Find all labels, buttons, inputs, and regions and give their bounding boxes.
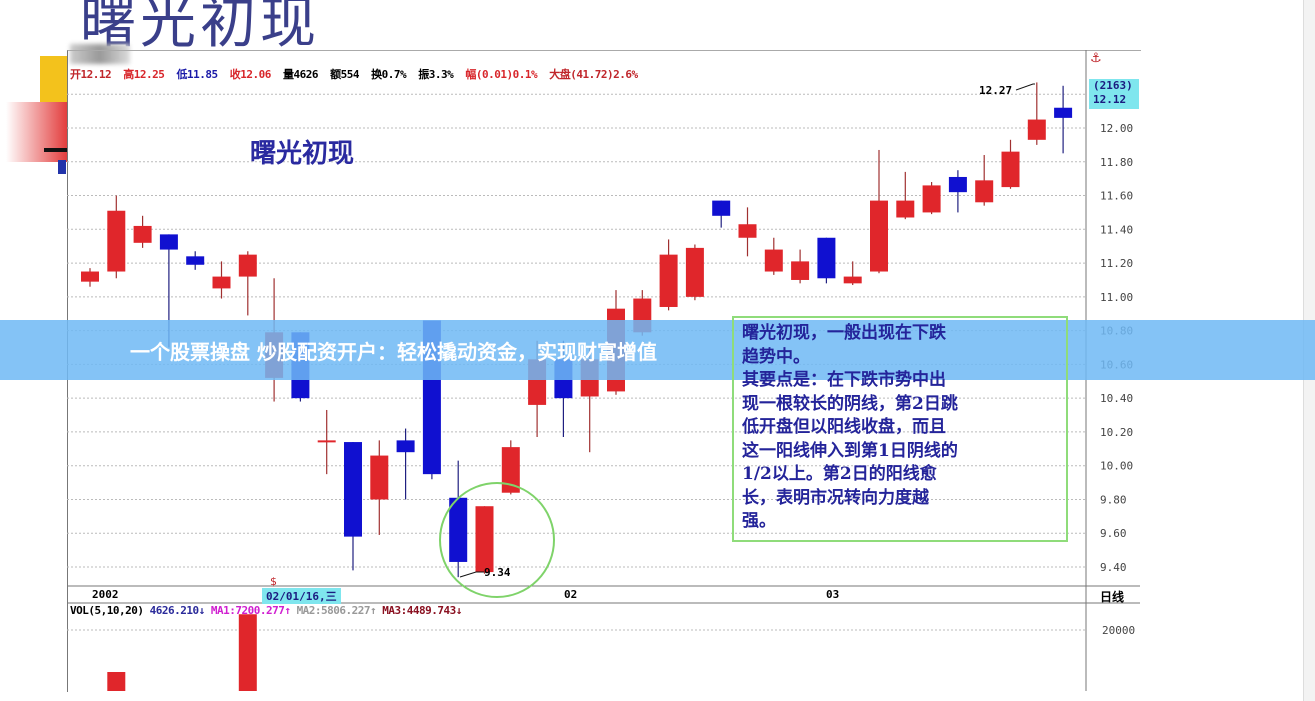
high-value: 高12.25: [123, 68, 165, 81]
ytick-label: 10.20: [1100, 426, 1133, 439]
note-line: 1/2以上。第2日的阳线愈: [742, 464, 937, 484]
current-price-tag: (2163) 12.12: [1089, 79, 1139, 109]
ytick-label: 12.00: [1100, 122, 1133, 135]
note-line: 强。: [742, 511, 776, 531]
date-label-02: 02: [564, 588, 578, 601]
ytick-label: 11.60: [1100, 190, 1133, 203]
cursor-marker: $: [270, 575, 277, 588]
index-value: 大盘(41.72)2.6%: [549, 68, 638, 81]
note-line: 趋势中。: [742, 346, 810, 367]
date-label-year: 2002: [92, 588, 119, 601]
vol-ma3: MA3:4489.743↓: [382, 604, 462, 617]
volume-bar: [107, 672, 126, 691]
candle-body: [764, 249, 783, 272]
decoration-blue-block: [58, 160, 66, 174]
bar-count: (2163): [1093, 79, 1133, 92]
candle-body: [475, 506, 494, 573]
note-line: 其要点是：在下跌市势中出: [742, 370, 946, 390]
volume-ytick: 20000: [1102, 624, 1135, 637]
candle-body: [1027, 119, 1046, 140]
open-value: 开12.12: [70, 68, 112, 81]
chart-title: 曙光初现: [250, 139, 354, 169]
candle-body: [238, 254, 257, 277]
ytick-label: 10.00: [1100, 460, 1133, 473]
candle-body: [501, 447, 520, 493]
candle-body: [870, 200, 888, 272]
candle-body: [133, 225, 152, 243]
candle-body: [1054, 107, 1073, 118]
note-line: 现一根较长的阴线，第2日跳: [742, 393, 958, 414]
note-line: 这一阳线伸入到第1日阴线的: [742, 440, 958, 461]
decoration-red-gradient: [6, 102, 68, 162]
candle-body: [896, 200, 915, 218]
volume-legend: VOL(5,10,20) 4626.210↓ MA1:7200.277↑ MA2…: [70, 604, 462, 617]
candle-body: [107, 210, 126, 272]
candle-body: [791, 261, 810, 280]
candle-body: [712, 200, 731, 216]
ytick-label: 11.00: [1100, 291, 1133, 304]
decoration-bar: [44, 148, 68, 152]
ytick-label: 9.60: [1100, 527, 1127, 540]
candle-body: [817, 237, 836, 279]
ytick-label: 11.40: [1100, 223, 1133, 236]
highlight-circle: [439, 482, 555, 598]
candle-body: [659, 254, 678, 307]
amplitude-value: 振3.3%: [418, 68, 454, 81]
volume-value: 量4626: [283, 68, 319, 81]
note-line: 曙光初现，一般出现在下跌: [742, 323, 946, 343]
low-label: 9.34: [484, 566, 511, 579]
candle-body: [975, 180, 994, 203]
note-line: 低开盘但以阳线收盘，而且: [742, 417, 946, 437]
candle-body: [186, 256, 205, 265]
period-label: 日线: [1100, 590, 1125, 604]
ytick-label: 9.80: [1100, 493, 1127, 506]
vol-value: 4626.210↓: [149, 604, 206, 617]
note-line: 长，表明市况转向力度越: [742, 487, 929, 508]
decoration-yellow-block: [40, 56, 68, 102]
low-value: 低11.85: [176, 68, 219, 81]
candle-body: [370, 455, 389, 500]
high-label: 12.27: [979, 84, 1012, 97]
candle-body: [948, 176, 967, 193]
close-value: 收12.06: [229, 68, 272, 81]
date-label-03: 03: [826, 588, 840, 601]
high-pointer: [1015, 83, 1035, 91]
candle-body: [1001, 151, 1020, 188]
low-pointer: [459, 571, 484, 578]
candle-body: [843, 276, 862, 284]
candle-body: [685, 247, 704, 297]
vol-ma1: MA1:7200.277↑: [210, 604, 291, 617]
amount-value: 额554: [330, 68, 359, 81]
candle-body: [922, 185, 941, 213]
turnover-value: 换0.7%: [371, 68, 407, 81]
anchor-icon: ⚓: [1090, 51, 1102, 66]
ytick-label: 11.80: [1100, 156, 1133, 169]
blurred-logo: [70, 44, 130, 64]
candle-body: [396, 440, 415, 453]
ad-banner[interactable]: 一个股票操盘 炒股配资开户：轻松撬动资金，实现财富增值: [0, 320, 1315, 380]
candle-body: [449, 497, 468, 562]
candle-body: [317, 440, 336, 443]
ytick-label: 11.20: [1100, 257, 1133, 270]
vol-ma2: MA2:5806.227↑: [296, 604, 377, 617]
explanation-box: 曙光初现，一般出现在下跌 趋势中。 其要点是：在下跌市势中出 现一根较长的阴线，…: [732, 316, 1068, 542]
ytick-label: 10.40: [1100, 392, 1133, 405]
vol-label: VOL(5,10,20): [70, 604, 144, 617]
ytick-label: 9.40: [1100, 561, 1127, 574]
cursor-date: 02/01/16,三: [262, 588, 341, 604]
current-price: 12.12: [1093, 93, 1127, 106]
candle-body: [81, 271, 99, 282]
candle-body: [738, 224, 757, 238]
quote-info-bar: 开12.12 高12.25 低11.85 收12.06 量4626 额554 换…: [70, 66, 644, 82]
candle-body: [344, 442, 362, 537]
candle-body: [212, 276, 231, 289]
candle-body: [159, 234, 178, 250]
change-value: 幅(0.01)0.1%: [465, 68, 538, 81]
volume-bar: [238, 614, 257, 691]
